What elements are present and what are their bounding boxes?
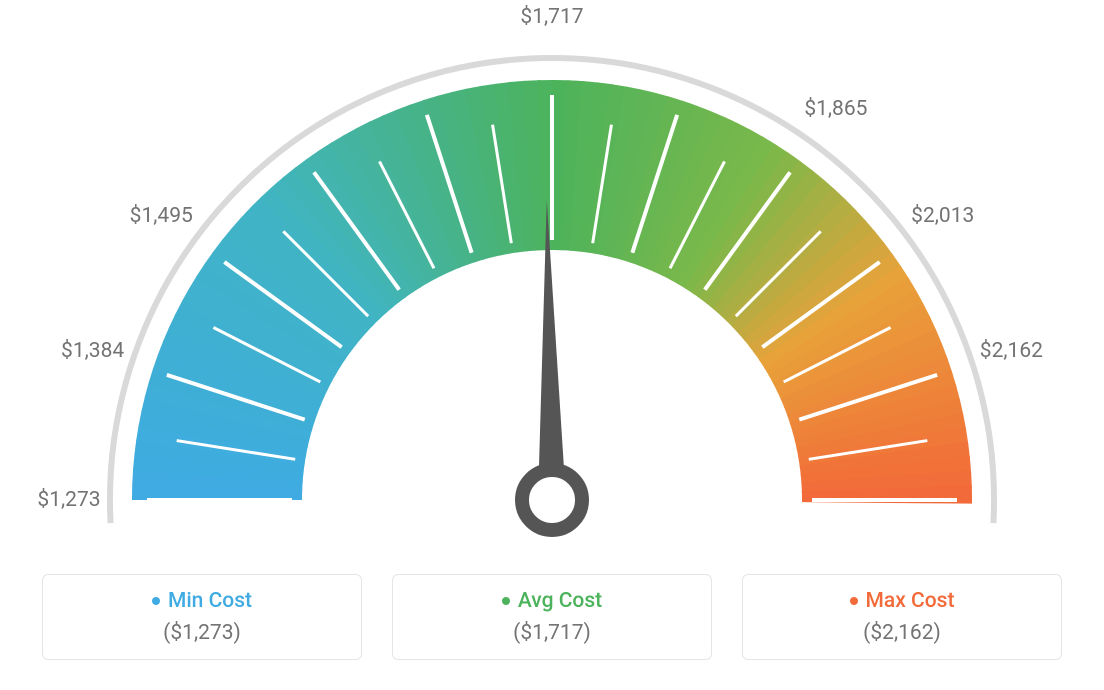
cost-gauge-container: $1,273 $1,384 $1,495 $1,717 $1,865 $2,013 $2,1… [0,0,1104,690]
legend-label-max: Max Cost [763,589,1041,613]
legend-dot-max [850,597,858,605]
legend-row: Min Cost ($1,273) Avg Cost ($1,717) Max … [0,574,1104,660]
legend-value-max: ($2,162) [763,621,1041,645]
legend-label-avg: Avg Cost [413,589,691,613]
gauge-tick-label: $1,865 [804,97,867,121]
gauge-tick-label: $1,495 [130,204,193,228]
legend-card-min: Min Cost ($1,273) [42,574,362,660]
legend-value-min: ($1,273) [63,621,341,645]
legend-label-min: Min Cost [63,589,341,613]
gauge-tick-label: $1,384 [61,339,124,363]
legend-dot-avg [502,597,510,605]
legend-card-max: Max Cost ($2,162) [742,574,1062,660]
gauge-tick-label: $2,013 [911,204,974,228]
gauge-tick-label: $1,717 [520,5,583,29]
legend-text-max: Max Cost [866,589,955,613]
legend-dot-min [152,597,160,605]
legend-text-min: Min Cost [168,589,252,613]
gauge-tick-label: $1,273 [37,488,100,512]
legend-text-avg: Avg Cost [518,589,602,613]
legend-value-avg: ($1,717) [413,621,691,645]
gauge-chart: $1,273 $1,384 $1,495 $1,717 $1,865 $2,013 $2,1… [0,0,1104,545]
legend-card-avg: Avg Cost ($1,717) [392,574,712,660]
gauge-tick-label: $2,162 [980,339,1043,363]
